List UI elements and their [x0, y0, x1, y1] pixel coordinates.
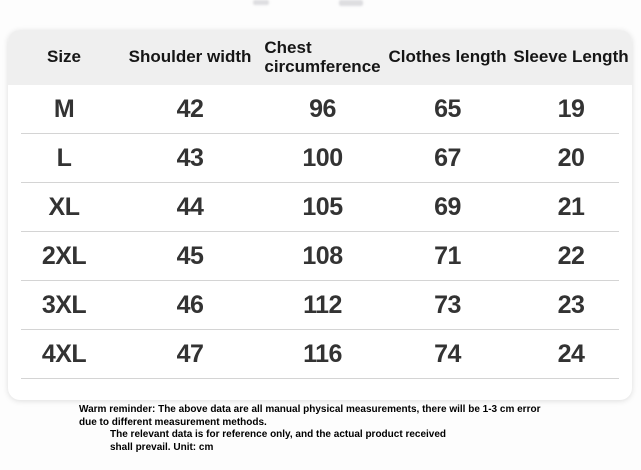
header-clothes-length: Clothes length: [388, 47, 507, 67]
warm-reminder-note: Warm reminder: The above data are all ma…: [79, 404, 540, 454]
note-line-2: due to different measurement methods.: [79, 416, 267, 428]
cell-clothes: 67: [434, 144, 461, 172]
table-row-m: M 42 96 65 19: [8, 85, 632, 134]
cell-sleeve: 24: [557, 340, 585, 368]
cell-clothes: 65: [434, 95, 461, 123]
cell-size: 2XL: [41, 242, 87, 270]
cell-chest: 116: [303, 340, 342, 368]
cell-sleeve: 22: [557, 242, 585, 270]
cell-shoulder: 45: [176, 242, 204, 270]
table-row-l: L 43 100 67 20: [8, 134, 632, 183]
header-chest-circumference: Chest circumference: [260, 37, 385, 76]
cell-sleeve: 21: [557, 193, 585, 221]
cell-shoulder: 44: [176, 193, 204, 221]
note-line-1: Warm reminder: The above data are all ma…: [79, 404, 541, 415]
cell-shoulder: 46: [176, 291, 204, 319]
table-row-4xl: 4XL 47 116 74 24: [8, 330, 632, 379]
cell-chest: 96: [309, 95, 336, 123]
cell-chest: 105: [302, 193, 343, 221]
cell-shoulder: 47: [176, 340, 204, 368]
cell-chest: 112: [303, 291, 342, 319]
cell-sleeve: 19: [557, 95, 585, 123]
cell-clothes: 71: [434, 242, 461, 270]
cell-size: XL: [48, 193, 80, 221]
cell-sleeve: 23: [557, 291, 585, 319]
header-sleeve-length: Sleeve Length: [513, 47, 629, 67]
table-row-xl: XL 44 105 69 21: [8, 183, 632, 232]
note-line-4: shall prevail. Unit: cm: [110, 441, 214, 453]
cell-size: 4XL: [41, 340, 87, 368]
table-row-3xl: 3XL 46 112 73 23: [8, 281, 632, 330]
cell-chest: 100: [302, 144, 343, 172]
header-shoulder-width: Shoulder width: [128, 47, 252, 67]
cell-clothes: 73: [434, 291, 461, 319]
cell-clothes: 74: [434, 340, 461, 368]
cell-sleeve: 20: [557, 144, 585, 172]
header-size: Size: [46, 47, 82, 67]
cropped-text-remnant: [253, 0, 269, 5]
size-chart-body: M 42 96 65 19 L 43 100 67 20 XL 44 105 6…: [8, 85, 632, 379]
header-chest-line2: circumference: [264, 56, 381, 76]
cell-shoulder: 43: [176, 144, 204, 172]
cell-size: 3XL: [41, 291, 87, 319]
size-chart-header-row: Size Shoulder width Chest circumference …: [8, 30, 632, 85]
cell-size: L: [56, 144, 72, 172]
size-chart-card: Size Shoulder width Chest circumference …: [8, 30, 632, 400]
cell-chest: 108: [302, 242, 343, 270]
cropped-text-remnant: [339, 0, 363, 6]
note-line-3: The relevant data is for reference only,…: [110, 429, 447, 440]
header-chest-line1: Chest: [264, 37, 312, 57]
cell-clothes: 69: [434, 193, 461, 221]
table-row-2xl: 2XL 45 108 71 22: [8, 232, 632, 281]
cell-size: M: [53, 95, 75, 123]
cell-shoulder: 42: [176, 95, 204, 123]
